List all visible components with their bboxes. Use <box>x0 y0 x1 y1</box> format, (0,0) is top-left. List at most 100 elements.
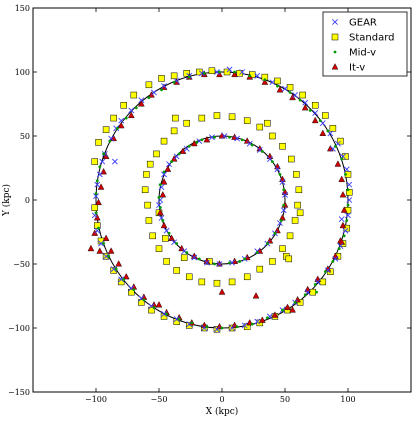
point-standard <box>102 126 110 133</box>
point-mid-v <box>303 293 307 297</box>
point-it-v <box>159 191 167 198</box>
point-mid-v <box>276 84 279 88</box>
point-mid-v <box>165 312 168 316</box>
point-standard <box>286 232 294 240</box>
x-tick-label: 50 <box>280 395 290 404</box>
point-mid-v <box>95 179 99 183</box>
point-mid-v <box>282 188 286 192</box>
point-standard <box>155 245 163 252</box>
point-mid-v <box>233 70 237 74</box>
point-mid-v <box>218 70 221 74</box>
point-mid-v <box>158 183 162 187</box>
point-it-v <box>334 160 342 167</box>
point-mid-v <box>122 277 126 281</box>
point-it-v <box>127 111 135 119</box>
point-standard <box>269 132 276 140</box>
point-mid-v <box>228 261 231 265</box>
point-mid-v <box>342 234 346 238</box>
point-mid-v <box>298 98 302 102</box>
point-mid-v <box>185 251 189 254</box>
point-mid-v <box>240 138 244 142</box>
point-it-v <box>102 152 110 159</box>
point-mid-v <box>265 242 269 245</box>
axis-ticks: −100 −50 0 50 100 −150 −100 −50 0 50 100 150 <box>8 4 411 404</box>
point-standard <box>286 84 294 91</box>
point-mid-v <box>255 251 259 254</box>
point-mid-v <box>271 160 274 164</box>
point-standard <box>309 288 316 296</box>
point-standard <box>279 245 286 252</box>
point-mid-v <box>170 160 174 164</box>
point-mid-v <box>273 231 277 235</box>
legend-marker-standard <box>331 33 339 41</box>
point-mid-v <box>308 109 312 112</box>
point-mid-v <box>279 219 283 222</box>
point-mid-v <box>157 196 161 199</box>
point-it-v <box>261 78 269 85</box>
point-standard <box>162 235 169 242</box>
point-it-v <box>279 175 286 183</box>
point-standard <box>213 279 221 287</box>
point-standard <box>146 160 154 168</box>
point-gear <box>342 227 349 234</box>
point-gear <box>110 266 117 273</box>
legend: GEAR Standard Mid-v It-v <box>322 11 408 77</box>
point-standard <box>163 258 170 265</box>
point-standard <box>243 273 251 281</box>
point-gear <box>282 191 288 198</box>
point-it-v <box>284 303 291 311</box>
point-mid-v <box>345 219 349 222</box>
point-mid-v <box>102 242 105 245</box>
point-mid-v <box>346 188 350 192</box>
point-mid-v <box>346 203 350 207</box>
point-standard <box>291 217 299 224</box>
point-mid-v <box>94 192 98 196</box>
point-gear <box>99 158 106 165</box>
point-gear <box>346 181 353 188</box>
point-mid-v <box>124 116 128 120</box>
point-mid-v <box>344 173 347 176</box>
point-gear <box>93 193 99 200</box>
point-standard <box>198 114 206 122</box>
point-gear <box>239 69 246 75</box>
point-standard <box>91 204 98 211</box>
point-it-v <box>164 165 172 172</box>
point-mid-v <box>98 165 102 169</box>
point-gear <box>98 240 104 247</box>
legend-marker-it-v <box>331 63 339 70</box>
point-mid-v <box>152 306 156 309</box>
point-standard <box>198 278 206 286</box>
point-it-v <box>115 260 123 267</box>
point-mid-v <box>202 71 206 75</box>
point-mid-v <box>250 143 254 147</box>
point-mid-v <box>187 144 191 148</box>
point-mid-v <box>167 231 171 235</box>
point-gear <box>216 261 223 267</box>
point-standard <box>311 102 319 109</box>
point-standard <box>120 102 127 109</box>
data-points <box>87 66 353 333</box>
point-gear <box>221 133 228 139</box>
point-mid-v <box>200 138 204 142</box>
point-mid-v <box>197 257 201 261</box>
point-mid-v <box>175 242 179 245</box>
point-it-v <box>252 292 260 299</box>
point-mid-v <box>213 262 216 266</box>
point-it-v <box>160 83 168 90</box>
point-it-v <box>301 104 309 111</box>
point-standard <box>110 114 117 122</box>
x-tick-label: −50 <box>151 395 168 404</box>
point-gear <box>118 117 125 124</box>
y-tick-label: 100 <box>15 68 30 77</box>
point-standard <box>196 68 203 76</box>
point-standard <box>256 265 264 273</box>
point-it-v <box>122 272 130 280</box>
point-gear <box>302 99 309 106</box>
point-mid-v <box>313 283 317 286</box>
point-standard <box>180 254 188 261</box>
point-gear <box>94 181 101 188</box>
point-gear <box>118 276 125 283</box>
point-mid-v <box>293 301 297 304</box>
point-mid-v <box>228 135 231 139</box>
point-it-v <box>274 226 281 234</box>
